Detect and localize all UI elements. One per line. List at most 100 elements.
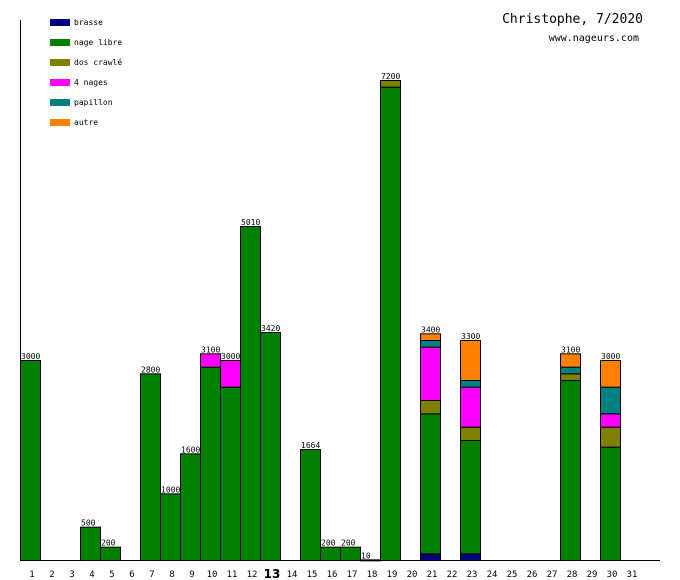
- total-label: 3100: [201, 345, 220, 354]
- bar-segment-day-19-nage-libre: [380, 86, 401, 562]
- bar-segment-day-4-nage-libre: [80, 526, 101, 562]
- x-tick-label: 4: [89, 570, 94, 580]
- total-labels: 3000500200280010001600310030005010342016…: [21, 72, 620, 560]
- total-label: 3300: [461, 332, 480, 341]
- bar-segment-day-16-nage-libre: [320, 546, 341, 562]
- bar-segment-day-28-dos-crawlé: [560, 373, 581, 382]
- total-label: 500: [81, 519, 96, 528]
- x-tick-label: 29: [587, 570, 598, 580]
- x-tick-label: 9: [189, 570, 194, 580]
- bar-segment-day-21-nage-libre: [420, 413, 441, 555]
- x-tick-label: 20: [407, 570, 418, 580]
- legend-swatch-dos-crawlé: [50, 59, 70, 66]
- legend: brasse nage libre dos crawlé 4 nages papillo…: [50, 18, 122, 127]
- bar-segment-day-15-nage-libre: [300, 449, 321, 562]
- total-label: 3000: [21, 352, 40, 361]
- bar-segment-day-30-autre: [600, 360, 621, 388]
- legend-label: 4 nages: [74, 78, 108, 87]
- x-tick-label: 25: [507, 570, 518, 580]
- x-tick-label: 30: [607, 570, 618, 580]
- bar-segment-day-30-nage-libre: [600, 446, 621, 561]
- total-label: 1664: [301, 441, 320, 450]
- x-tick-label: 22: [447, 570, 458, 580]
- bar-segment-day-21-papillon: [420, 340, 441, 348]
- total-label: 200: [321, 539, 336, 548]
- x-tick-label: 27: [547, 570, 558, 580]
- bar-segment-day-23-nage-libre: [460, 440, 481, 555]
- bar-segment-day-30-4-nages: [600, 413, 621, 428]
- x-tick-label: 17: [347, 570, 358, 580]
- bar-segment-day-21-dos-crawlé: [420, 400, 441, 415]
- total-label: 2800: [141, 365, 160, 374]
- total-label: 200: [341, 539, 356, 548]
- x-tick-label: 18: [367, 570, 378, 580]
- legend-swatch-brasse: [50, 19, 70, 26]
- bar-segment-day-8-nage-libre: [160, 493, 181, 562]
- x-tick-label: 24: [487, 570, 498, 580]
- legend-swatch-autre: [50, 119, 70, 126]
- bar-segment-day-21-4-nages: [420, 346, 441, 401]
- x-tick-label: 10: [207, 570, 218, 580]
- total-label: 10: [361, 551, 371, 560]
- bar-segment-day-19-dos-crawlé: [380, 80, 401, 88]
- bar-segment-day-28-nage-libre: [560, 380, 581, 561]
- legend-swatch-nage-libre: [50, 39, 70, 46]
- bar-segment-day-28-autre: [560, 353, 581, 368]
- x-tick-label: 8: [169, 570, 174, 580]
- legend-swatch-4-nages: [50, 79, 70, 86]
- x-tick-label: 19: [387, 570, 398, 580]
- total-label: 3400: [421, 325, 440, 334]
- total-label: 1000: [161, 485, 180, 494]
- x-tick-label: 14: [287, 570, 298, 580]
- x-tick-label: 15: [307, 570, 318, 580]
- bar-segment-day-17-nage-libre: [340, 546, 361, 562]
- x-tick-label: 23: [467, 570, 478, 580]
- bar-segment-day-9-nage-libre: [180, 453, 201, 562]
- x-tick-label: 6: [129, 570, 134, 580]
- legend-label: papillon: [74, 98, 113, 107]
- x-tick-labels: 1 2 3 4 5 6 7 8 9 10 11 12 13 14 15 16 17 18 19 20 21 22 23 24 2…: [29, 567, 637, 580]
- total-label: 5010: [241, 218, 260, 227]
- bar-segment-day-13-nage-libre: [260, 332, 281, 561]
- bar-segment-day-28-papillon: [560, 366, 581, 375]
- bar-segment-day-23-4-nages: [460, 386, 481, 428]
- bar-segment-day-10-4-nages: [200, 353, 221, 368]
- x-tick-label: 13: [264, 567, 281, 580]
- bar-segment-day-30-dos-crawlé: [600, 426, 621, 448]
- x-tick-label: 7: [149, 570, 154, 580]
- x-tick-label: 28: [567, 570, 578, 580]
- bar-segment-day-21-autre: [420, 333, 441, 342]
- x-tick-label: 3: [69, 570, 74, 580]
- bar-segment-day-23-dos-crawlé: [460, 426, 481, 441]
- bar-segment-day-5-nage-libre: [100, 546, 121, 562]
- legend-label: brasse: [74, 18, 103, 27]
- bar-segment-day-1-nage-libre: [20, 360, 41, 561]
- total-label: 3000: [221, 352, 240, 361]
- bar-segment-day-23-brasse: [460, 553, 481, 561]
- bar-segment-day-7-nage-libre: [140, 373, 161, 562]
- x-tick-label: 16: [327, 570, 338, 580]
- legend-swatch-papillon: [50, 99, 70, 106]
- total-label: 1600: [181, 445, 200, 454]
- bar-segment-day-23-autre: [460, 340, 481, 381]
- bar-segment-day-21-brasse: [420, 553, 441, 561]
- bar-segment-day-23-papillon: [460, 380, 481, 388]
- legend-label: nage libre: [74, 38, 122, 47]
- total-label: 200: [101, 539, 116, 548]
- x-tick-label: 26: [527, 570, 538, 580]
- bar-segment-day-11-4-nages: [220, 360, 241, 388]
- bar-segment-day-12-nage-libre: [240, 226, 261, 561]
- bar-segment-day-10-nage-libre: [200, 366, 221, 561]
- chart-subtitle: www.nageurs.com: [549, 33, 639, 44]
- x-tick-label: 21: [427, 570, 438, 580]
- legend-label: dos crawlé: [74, 57, 122, 67]
- bar-segment-day-11-nage-libre: [220, 386, 241, 561]
- total-label: 3100: [561, 345, 580, 354]
- total-label: 7200: [381, 72, 400, 81]
- x-tick-label: 11: [227, 570, 238, 580]
- bars: [20, 80, 621, 562]
- total-label: 3000: [601, 352, 620, 361]
- legend-label: autre: [74, 118, 98, 127]
- total-label: 3420: [261, 324, 280, 333]
